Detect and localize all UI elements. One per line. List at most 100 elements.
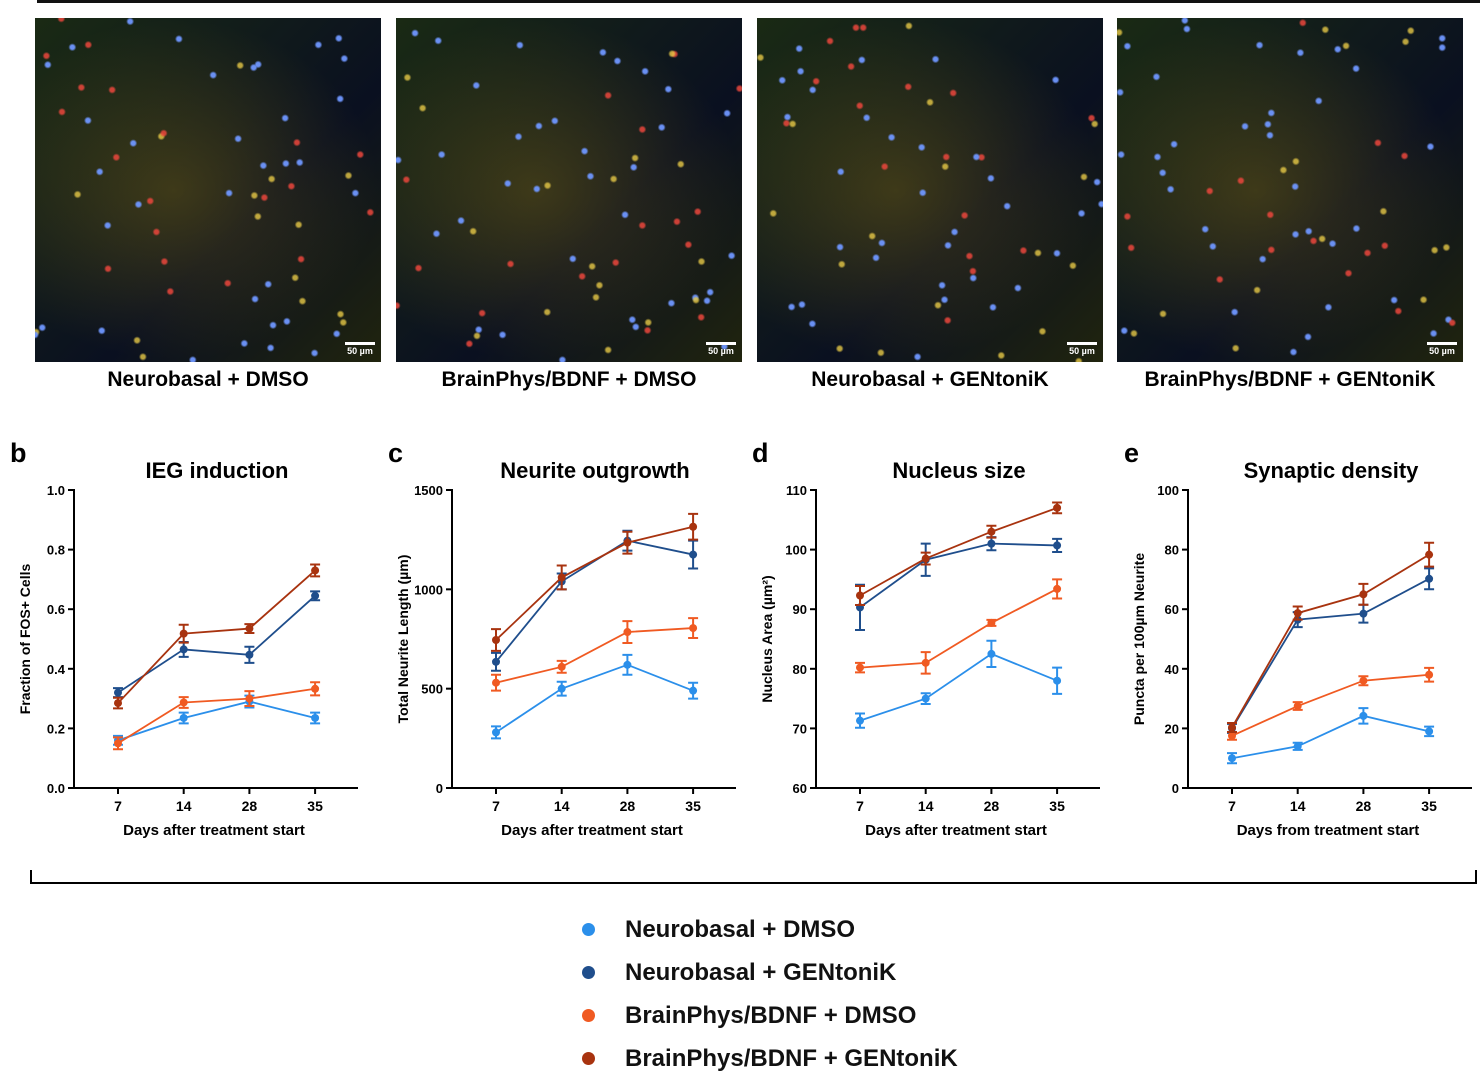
y-tick-label: 0.4 (47, 662, 66, 677)
x-tick-label: 28 (1356, 798, 1372, 814)
legend: Neurobasal + DMSO Neurobasal + GENtoniK … (582, 908, 958, 1080)
chart-title: Nucleus size (892, 458, 1025, 483)
x-axis-label: Days from treatment start (1237, 822, 1420, 839)
data-point (856, 591, 864, 600)
panel-letter: e (1124, 438, 1139, 468)
y-axis-label: Nucleus Area (µm²) (759, 575, 775, 702)
legend-item: Neurobasal + GENtoniK (582, 951, 958, 994)
data-point (557, 662, 566, 671)
series-line (117, 700, 316, 742)
data-point (921, 694, 930, 703)
y-axis-label: Puncta per 100µm Neurite (1131, 553, 1147, 725)
data-point (987, 649, 996, 658)
legend-marker (582, 1009, 595, 1022)
x-tick-label: 14 (554, 798, 570, 814)
data-point (1053, 584, 1062, 593)
group-bracket (30, 870, 1477, 884)
legend-item: BrainPhys/BDNF + GENtoniK (582, 1037, 958, 1080)
scale-bar: 50 µm (345, 342, 375, 356)
x-tick-label: 28 (242, 798, 258, 814)
data-point (179, 713, 188, 722)
data-point (114, 688, 122, 697)
series-line (1231, 673, 1430, 737)
x-axis-label: Days after treatment start (865, 822, 1047, 839)
data-point (492, 678, 500, 687)
data-point (1293, 609, 1302, 618)
legend-label: Neurobasal + DMSO (625, 915, 856, 943)
y-tick-label: 1000 (414, 582, 443, 597)
data-point (245, 650, 254, 659)
data-point (1053, 541, 1062, 550)
x-tick-label: 35 (307, 798, 323, 814)
scale-bar: 50 µm (706, 342, 736, 356)
y-tick-label: 1500 (414, 483, 443, 498)
y-tick-label: 1.0 (47, 483, 65, 498)
series-line (495, 539, 694, 663)
y-tick-label: 40 (1165, 662, 1179, 677)
series-line (495, 627, 694, 684)
data-point (987, 539, 996, 548)
x-tick-label: 28 (984, 798, 1000, 814)
legend-label: Neurobasal + GENtoniK (625, 958, 897, 986)
micrograph-caption: BrainPhys/BDNF + DMSO (441, 368, 697, 391)
x-tick-label: 14 (918, 798, 934, 814)
micrograph-neurobasal-dmso: 50 µm (35, 18, 381, 362)
data-point (856, 716, 864, 725)
data-point (689, 550, 698, 559)
data-point (179, 645, 188, 654)
series-line (859, 542, 1058, 609)
series-line (117, 569, 316, 704)
chart-title: Synaptic density (1244, 458, 1420, 483)
scale-bar-label: 50 µm (708, 346, 734, 356)
data-point (311, 566, 320, 575)
micrograph-brainphys-gentonik: 50 µm (1117, 18, 1463, 362)
y-tick-label: 0.8 (47, 543, 65, 558)
data-point (311, 713, 320, 722)
data-point (623, 628, 632, 637)
x-tick-label: 7 (856, 798, 864, 814)
data-point (1359, 590, 1368, 599)
x-tick-label: 35 (685, 798, 701, 814)
data-point (623, 660, 632, 669)
data-point (179, 698, 188, 707)
data-point (311, 591, 320, 600)
legend-label: BrainPhys/BDNF + GENtoniK (625, 1044, 958, 1072)
scale-bar: 50 µm (1427, 342, 1457, 356)
y-tick-label: 90 (793, 602, 807, 617)
data-point (245, 694, 254, 703)
series-line (1231, 578, 1430, 729)
y-tick-label: 60 (1165, 602, 1179, 617)
data-point (1293, 702, 1302, 711)
y-tick-label: 0.2 (47, 721, 65, 736)
x-tick-label: 14 (1290, 798, 1306, 814)
data-point (557, 573, 566, 582)
data-point (623, 538, 632, 547)
series-line (117, 595, 316, 694)
x-tick-label: 7 (492, 798, 500, 814)
data-point (179, 629, 188, 638)
data-point (557, 684, 566, 693)
legend-marker (582, 966, 595, 979)
scale-bar-label: 50 µm (1429, 346, 1455, 356)
series-line (495, 663, 694, 734)
series-line (1231, 553, 1430, 728)
data-point (1425, 574, 1434, 583)
legend-label: BrainPhys/BDNF + DMSO (625, 1001, 917, 1029)
x-axis-label: Days after treatment start (501, 822, 683, 839)
data-point (245, 624, 254, 633)
data-point (114, 739, 122, 748)
scale-bar-label: 50 µm (1069, 346, 1095, 356)
x-tick-label: 14 (176, 798, 192, 814)
y-tick-label: 60 (793, 781, 807, 796)
legend-item: Neurobasal + DMSO (582, 908, 958, 951)
data-point (1359, 609, 1368, 618)
data-point (1359, 711, 1368, 720)
data-point (1053, 676, 1062, 685)
series-line (495, 525, 694, 641)
data-point (1228, 723, 1236, 732)
series-line (859, 588, 1058, 669)
y-tick-label: 0 (1172, 781, 1179, 796)
micrograph-neurobasal-gentonik: 50 µm (757, 18, 1103, 362)
data-point (1425, 550, 1434, 559)
data-point (1053, 503, 1062, 512)
